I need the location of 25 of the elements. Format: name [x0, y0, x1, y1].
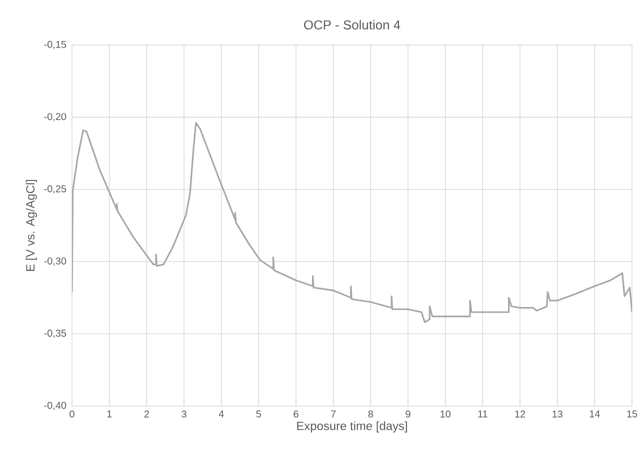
- x-tick-label: 11: [478, 410, 488, 418]
- x-tick-label: 2: [144, 410, 149, 418]
- x-tick-label: 14: [590, 410, 600, 418]
- y-axis-title: E [V vs. Ag/AgCl]: [26, 180, 37, 271]
- x-axis-title: Exposure time [days]: [297, 421, 407, 433]
- chart-title: OCP - Solution 4: [304, 20, 400, 30]
- y-tick-label: -0,35: [44, 330, 66, 338]
- y-tick-label: -0,15: [44, 40, 66, 50]
- x-tick-label: 12: [515, 410, 526, 418]
- x-tick-label: 9: [406, 410, 410, 418]
- y-tick-label: -0,40: [44, 402, 66, 410]
- y-tick-label: -0,20: [44, 113, 66, 122]
- x-tick-label: 4: [218, 410, 224, 418]
- x-tick-label: 15: [627, 410, 638, 418]
- x-tick-label: 1: [107, 410, 112, 418]
- x-tick-label: 0: [70, 410, 74, 418]
- x-tick-label: 7: [331, 410, 336, 418]
- x-tick-label: 8: [368, 410, 374, 418]
- y-tick-label: -0,25: [44, 185, 66, 194]
- y-tick-label: -0,30: [44, 257, 66, 266]
- x-tick-label: 5: [256, 410, 262, 418]
- x-tick-label: 6: [294, 410, 298, 418]
- x-tick-label: 3: [182, 410, 186, 418]
- x-tick-label: 10: [440, 410, 450, 418]
- x-tick-label: 13: [552, 410, 562, 418]
